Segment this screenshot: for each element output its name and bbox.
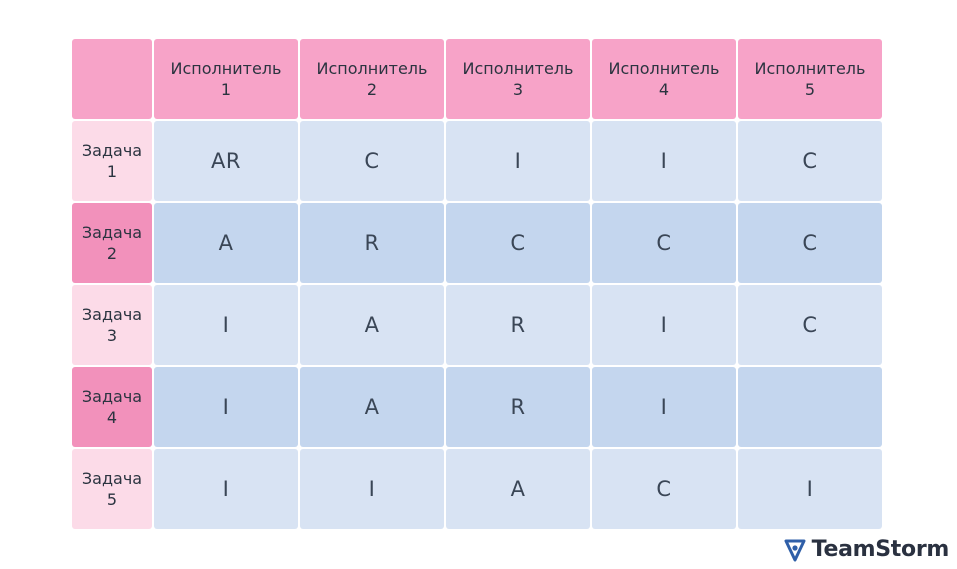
row-header-task-2: Задача 2 bbox=[72, 203, 152, 283]
column-header-executor-3: Исполнитель 3 bbox=[446, 39, 590, 119]
matrix-cell: A bbox=[446, 449, 590, 529]
matrix-cell: I bbox=[300, 449, 444, 529]
row-header-task-5: Задача 5 bbox=[72, 449, 152, 529]
column-header-executor-2: Исполнитель 2 bbox=[300, 39, 444, 119]
matrix-cell: C bbox=[592, 449, 736, 529]
brand-name: TeamStorm bbox=[811, 537, 950, 562]
matrix-cell: R bbox=[446, 367, 590, 447]
matrix-cell: A bbox=[300, 367, 444, 447]
matrix-cell: C bbox=[738, 285, 882, 365]
matrix-cell: I bbox=[592, 285, 736, 365]
matrix-cell bbox=[738, 367, 882, 447]
matrix-cell: C bbox=[738, 203, 882, 283]
matrix-cell: C bbox=[738, 121, 882, 201]
matrix-cell: C bbox=[300, 121, 444, 201]
matrix-cell: I bbox=[154, 449, 298, 529]
matrix-corner-cell bbox=[72, 39, 152, 119]
column-header-executor-1: Исполнитель 1 bbox=[154, 39, 298, 119]
teamstorm-logo-icon bbox=[784, 539, 806, 561]
matrix-cell: C bbox=[592, 203, 736, 283]
column-header-executor-4: Исполнитель 4 bbox=[592, 39, 736, 119]
matrix-cell: I bbox=[592, 121, 736, 201]
row-header-task-3: Задача 3 bbox=[72, 285, 152, 365]
responsibility-matrix: Исполнитель 1 Исполнитель 2 Исполнитель … bbox=[72, 39, 882, 529]
matrix-cell: AR bbox=[154, 121, 298, 201]
teamstorm-logo: TeamStorm bbox=[784, 537, 949, 562]
column-header-executor-5: Исполнитель 5 bbox=[738, 39, 882, 119]
matrix-cell: I bbox=[154, 285, 298, 365]
row-header-task-1: Задача 1 bbox=[72, 121, 152, 201]
matrix-cell: I bbox=[592, 367, 736, 447]
matrix-cell: I bbox=[446, 121, 590, 201]
matrix-cell: I bbox=[738, 449, 882, 529]
matrix-cell: C bbox=[446, 203, 590, 283]
matrix-cell: A bbox=[154, 203, 298, 283]
matrix-cell: R bbox=[446, 285, 590, 365]
matrix-cell: A bbox=[300, 285, 444, 365]
row-header-task-4: Задача 4 bbox=[72, 367, 152, 447]
matrix-cell: I bbox=[154, 367, 298, 447]
matrix-cell: R bbox=[300, 203, 444, 283]
